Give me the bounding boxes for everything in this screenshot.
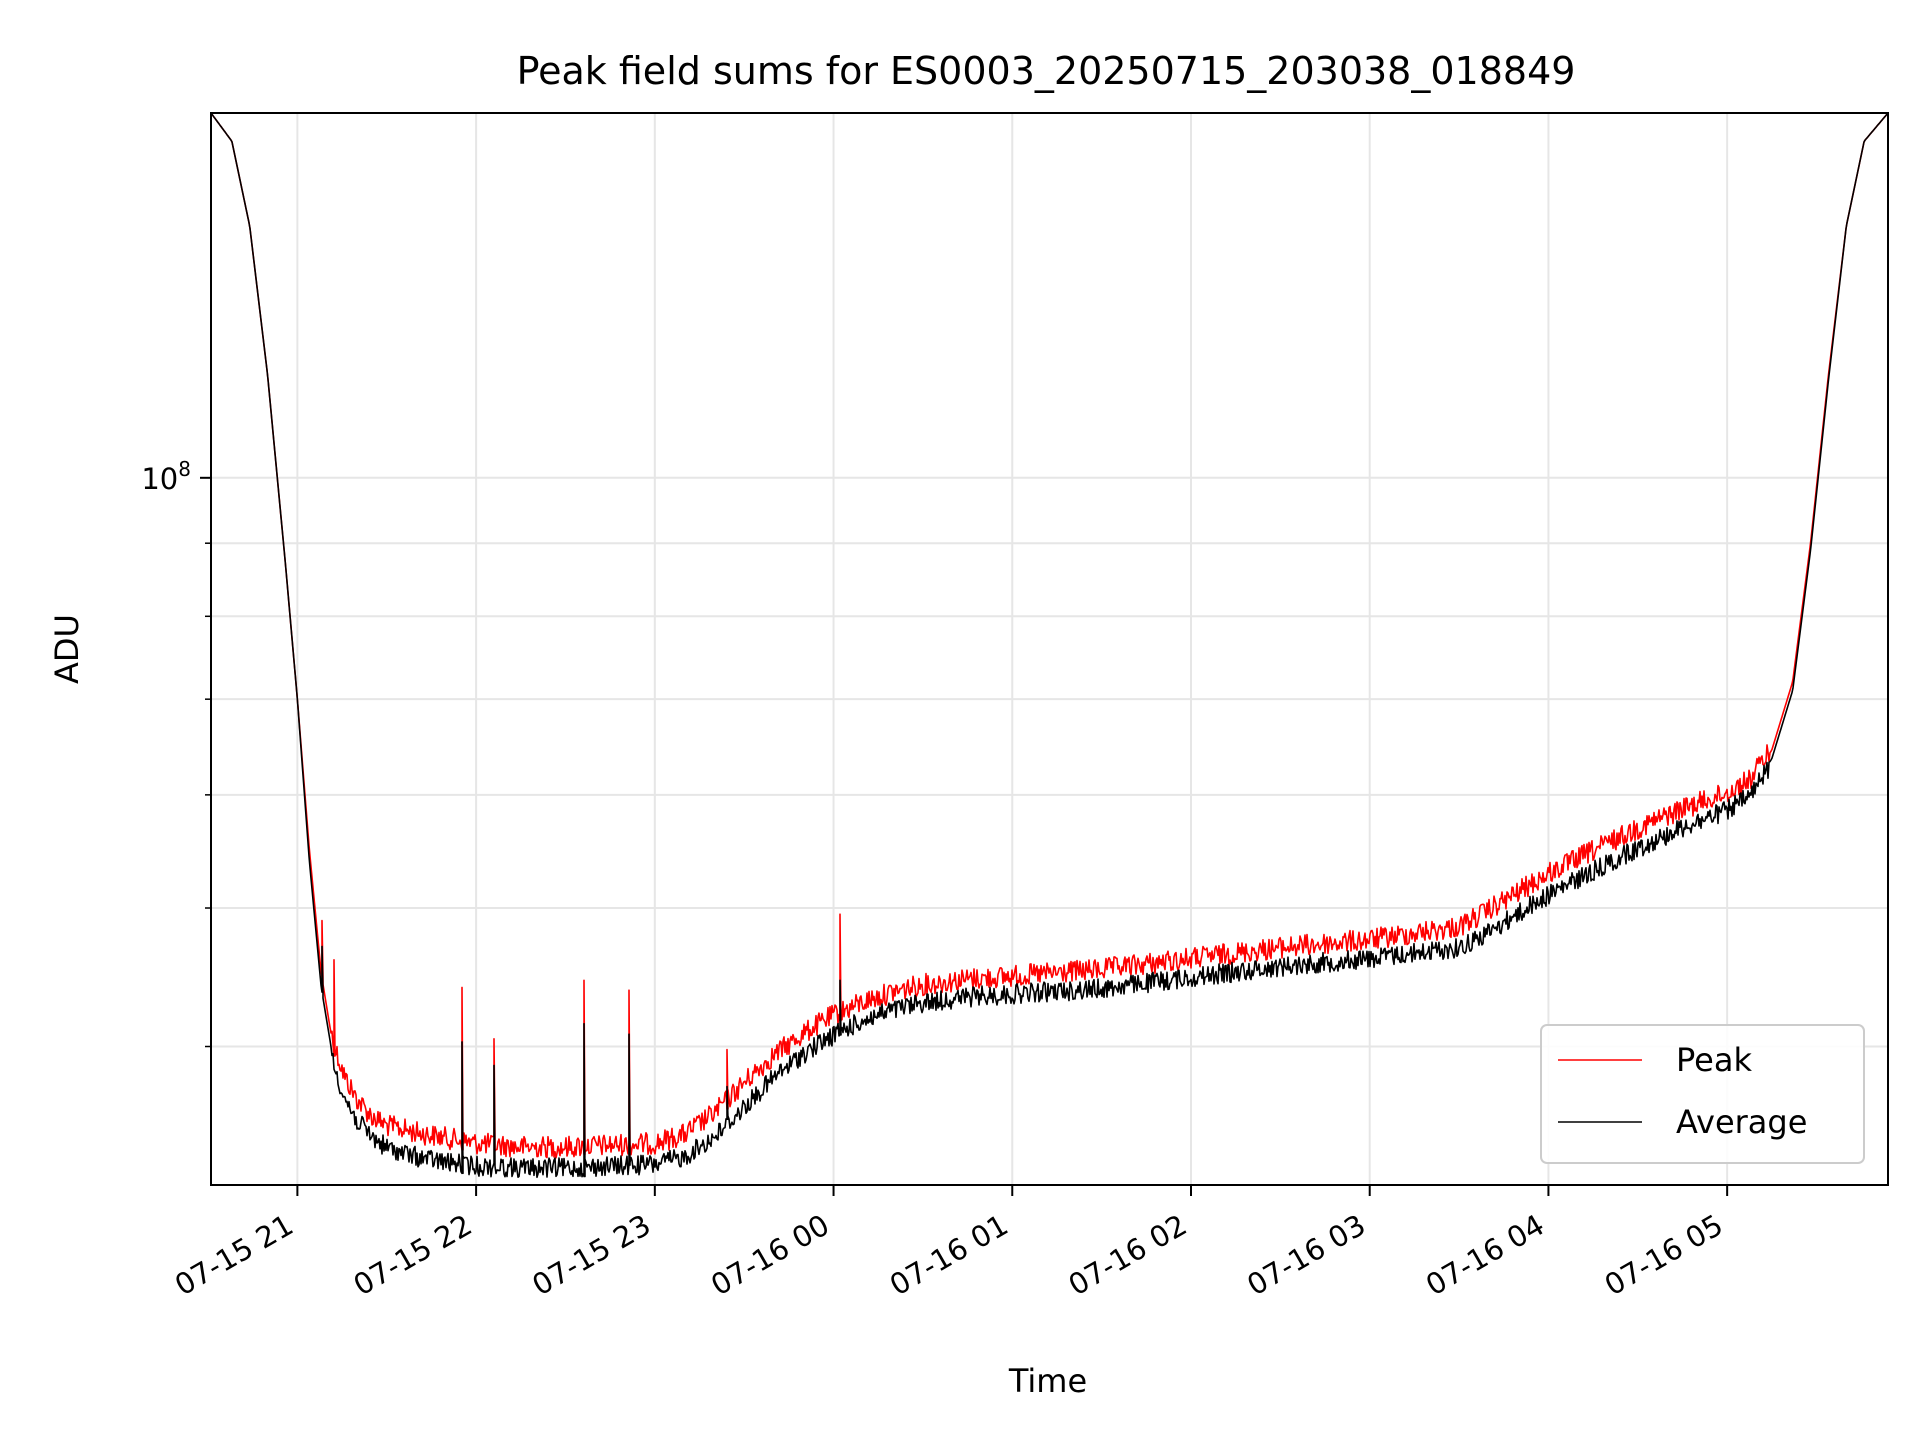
legend-peak-label: Peak (1676, 1041, 1752, 1079)
chart-title: Peak field sums for ES0003_20250715_2030… (517, 49, 1576, 93)
x-axis-label: Time (1008, 1362, 1087, 1400)
series-peak-line (211, 113, 1888, 1159)
legend: Peak Average (1540, 1024, 1865, 1164)
series-layer (211, 113, 1888, 1179)
y-tick-label: 108 (141, 457, 191, 496)
y-axis-label: ADU (48, 614, 86, 684)
y-axis: 108 (141, 457, 211, 1048)
plot-frame (210, 112, 1889, 1186)
series-average-line (211, 113, 1888, 1179)
legend-average-label: Average (1676, 1103, 1807, 1141)
